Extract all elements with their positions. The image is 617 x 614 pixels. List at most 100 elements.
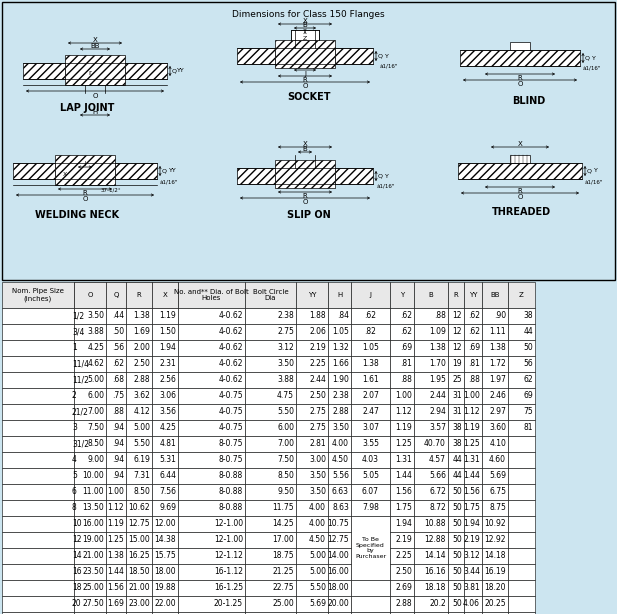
Bar — [328, 436, 351, 452]
Text: Z: Z — [303, 36, 307, 41]
Bar — [328, 340, 351, 356]
Bar — [390, 612, 414, 614]
Text: 12-1.00: 12-1.00 — [214, 519, 243, 529]
Text: 12-1.00: 12-1.00 — [214, 535, 243, 545]
Text: 2.47: 2.47 — [362, 408, 379, 416]
Text: 50: 50 — [523, 343, 533, 352]
Text: R: R — [136, 292, 141, 298]
Text: 6.75: 6.75 — [489, 488, 506, 497]
Text: THREADED: THREADED — [492, 207, 551, 217]
Bar — [464, 324, 482, 340]
Bar — [414, 420, 448, 436]
Text: YY: YY — [177, 69, 184, 74]
Bar — [414, 516, 448, 532]
Text: 12: 12 — [452, 327, 462, 336]
Text: 22.75: 22.75 — [272, 583, 294, 593]
Text: 1.19: 1.19 — [107, 519, 124, 529]
Bar — [390, 388, 414, 404]
Bar — [328, 420, 351, 436]
Text: 13.50: 13.50 — [82, 503, 104, 513]
Bar — [414, 468, 448, 484]
Text: 4: 4 — [72, 456, 77, 465]
Text: 5.31: 5.31 — [159, 456, 176, 465]
Text: 3.88: 3.88 — [277, 376, 294, 384]
Text: 16.00: 16.00 — [82, 519, 104, 529]
Bar — [296, 324, 328, 340]
Text: 50: 50 — [452, 519, 462, 529]
Bar — [464, 282, 482, 308]
Bar — [508, 516, 535, 532]
Bar — [106, 564, 126, 580]
Text: Z: Z — [519, 292, 524, 298]
Bar — [482, 564, 508, 580]
Bar — [448, 532, 464, 548]
Text: 4.57: 4.57 — [429, 456, 446, 465]
Text: O: O — [82, 196, 88, 202]
Text: 1.19: 1.19 — [463, 424, 480, 432]
Text: 7.56: 7.56 — [159, 488, 176, 497]
Bar — [74, 548, 106, 564]
Bar — [390, 340, 414, 356]
Text: 1.69: 1.69 — [107, 599, 124, 608]
Text: .44: .44 — [112, 311, 124, 321]
Bar — [152, 404, 178, 420]
Bar — [448, 308, 464, 324]
Text: Y: Y — [385, 174, 389, 179]
Text: 15.00: 15.00 — [128, 535, 150, 545]
Text: 50: 50 — [452, 535, 462, 545]
Bar — [106, 516, 126, 532]
Bar — [245, 452, 296, 468]
Text: R: R — [302, 193, 307, 199]
Text: 2.07: 2.07 — [362, 392, 379, 400]
Bar — [508, 308, 535, 324]
Text: 16-1.25: 16-1.25 — [214, 583, 243, 593]
Text: ȧ1/16": ȧ1/16" — [585, 179, 603, 184]
Text: 1.38: 1.38 — [133, 311, 150, 321]
Text: 25.00: 25.00 — [82, 583, 104, 593]
Text: 2: 2 — [72, 392, 77, 400]
Bar — [126, 340, 152, 356]
Bar — [458, 163, 582, 179]
Text: 69: 69 — [523, 392, 533, 400]
Bar — [178, 516, 245, 532]
Bar — [2, 596, 74, 612]
Bar — [74, 564, 106, 580]
Bar — [351, 484, 390, 500]
Text: 3.06: 3.06 — [159, 392, 176, 400]
Text: 1.97: 1.97 — [489, 376, 506, 384]
Bar — [390, 532, 414, 548]
Bar — [296, 580, 328, 596]
Bar — [414, 484, 448, 500]
Text: 62: 62 — [523, 376, 533, 384]
Text: 5.50: 5.50 — [277, 408, 294, 416]
Text: 1.25: 1.25 — [395, 440, 412, 448]
Text: LAP JOINT: LAP JOINT — [60, 103, 114, 113]
Bar — [508, 484, 535, 500]
Text: 19: 19 — [452, 360, 462, 368]
Text: 14.25: 14.25 — [272, 519, 294, 529]
Bar — [178, 308, 245, 324]
Text: 1.00: 1.00 — [107, 488, 124, 497]
Bar — [178, 564, 245, 580]
Text: 7.98: 7.98 — [362, 503, 379, 513]
Bar — [296, 356, 328, 372]
Bar — [237, 168, 275, 184]
Text: R: R — [453, 292, 458, 298]
Bar — [482, 468, 508, 484]
Bar — [2, 356, 74, 372]
Text: YY: YY — [308, 292, 317, 298]
Bar — [464, 340, 482, 356]
Bar — [351, 516, 390, 580]
Text: BB: BB — [491, 292, 500, 298]
Text: ȧ1/16": ȧ1/16" — [377, 184, 395, 189]
Text: 1.12: 1.12 — [107, 503, 124, 513]
Bar — [390, 516, 414, 532]
Text: 8.72: 8.72 — [429, 503, 446, 513]
Bar — [414, 564, 448, 580]
Bar — [65, 55, 125, 85]
Text: 1.38: 1.38 — [107, 551, 124, 561]
Text: Q: Q — [162, 168, 167, 174]
Text: 7.00: 7.00 — [277, 440, 294, 448]
Bar — [106, 324, 126, 340]
Text: Q: Q — [587, 168, 592, 174]
